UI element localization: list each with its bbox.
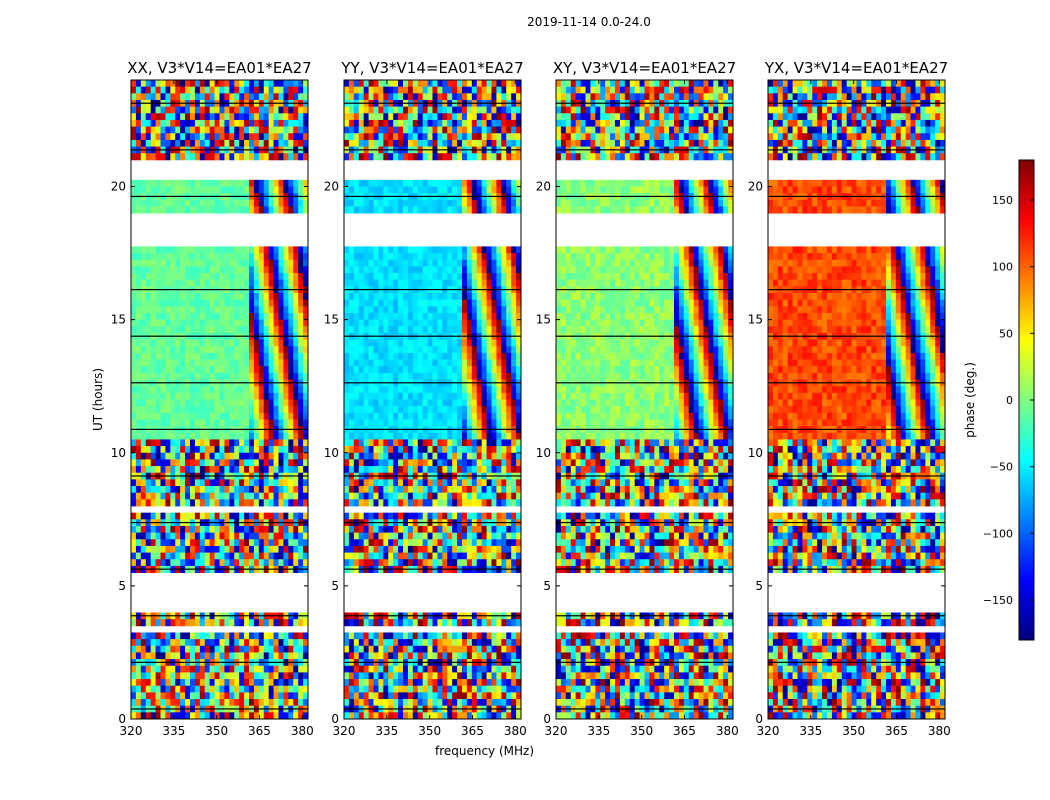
- x-tick-label: 320: [120, 724, 143, 738]
- x-tick-label: 335: [799, 724, 822, 738]
- y-tick-label: 0: [118, 712, 126, 726]
- x-tick-label: 320: [545, 724, 568, 738]
- x-tick-label: 350: [842, 724, 865, 738]
- y-tick-label: 20: [748, 180, 763, 194]
- colorbar-tick-label: 50: [999, 327, 1013, 340]
- x-tick-label: 335: [587, 724, 610, 738]
- y-tick-label: 10: [111, 446, 126, 460]
- panel-title: XY, V3*V14=EA01*EA27: [553, 59, 736, 77]
- x-tick-label: 365: [248, 724, 271, 738]
- heatmap-cells: [131, 80, 309, 720]
- x-tick-label: 350: [205, 724, 228, 738]
- colorbar-tick-label: −100: [983, 527, 1013, 540]
- x-tick-label: 380: [716, 724, 739, 738]
- y-tick-label: 5: [331, 579, 339, 593]
- x-tick-label: 380: [291, 724, 314, 738]
- y-axis-label: UT (hours): [91, 368, 105, 431]
- colorbar-tick-label: −50: [990, 461, 1013, 474]
- heatmap-cells: [768, 80, 946, 720]
- x-tick-label: 380: [504, 724, 527, 738]
- y-tick-label: 0: [543, 712, 551, 726]
- colorbar-tick-label: 0: [1006, 394, 1013, 407]
- colorbar-tick-label: 100: [992, 261, 1013, 274]
- y-tick-label: 20: [111, 180, 126, 194]
- panel-3: YX, V3*V14=EA01*EA27 320 335 350 365 380 0 5 10 1…: [748, 59, 951, 738]
- y-tick-label: 5: [118, 579, 126, 593]
- heatmap-cells: [344, 80, 522, 720]
- colorbar-label: phase (deg.): [963, 362, 977, 438]
- figure-title: 2019-11-14 0.0-24.0: [527, 15, 651, 29]
- x-tick-label: 365: [885, 724, 908, 738]
- y-tick-label: 10: [536, 446, 551, 460]
- panel-0: XX, V3*V14=EA01*EA27 320 335 350 365 380 0 5 10 1…: [91, 59, 314, 738]
- x-tick-label: 335: [375, 724, 398, 738]
- panel-title: XX, V3*V14=EA01*EA27: [127, 59, 311, 77]
- y-tick-label: 5: [755, 579, 763, 593]
- panel-2: XY, V3*V14=EA01*EA27 320 335 350 365 380 0 5 10 1…: [536, 59, 739, 738]
- y-tick-label: 15: [536, 313, 551, 327]
- colorbar: −150 −100 −50 0 50 100 150 phase (deg.): [963, 159, 1035, 641]
- plot-frame: [130, 79, 309, 720]
- y-tick-label: 20: [536, 180, 551, 194]
- x-axis-label: frequency (MHz): [435, 744, 534, 758]
- y-tick-label: 10: [324, 446, 339, 460]
- y-tick-label: 0: [331, 712, 339, 726]
- x-tick-label: 350: [630, 724, 653, 738]
- y-tick-label: 15: [324, 313, 339, 327]
- plot-frame: [343, 79, 522, 720]
- y-tick-label: 15: [111, 313, 126, 327]
- x-tick-label: 365: [461, 724, 484, 738]
- x-tick-label: 335: [162, 724, 185, 738]
- plot-frame: [555, 79, 734, 720]
- x-tick-label: 365: [673, 724, 696, 738]
- panels: XX, V3*V14=EA01*EA27 320 335 350 365 380 0 5 10 1…: [91, 59, 951, 758]
- plot-frame: [767, 79, 946, 720]
- y-tick-label: 15: [748, 313, 763, 327]
- y-tick-label: 5: [543, 579, 551, 593]
- panel-1: YY, V3*V14=EA01*EA27 320 335 350 365 380 0 5 10 1…: [324, 59, 534, 758]
- colorbar-tick-label: −150: [983, 594, 1013, 607]
- y-tick-label: 0: [755, 712, 763, 726]
- heatmap-cells: [556, 80, 734, 720]
- x-tick-label: 320: [757, 724, 780, 738]
- x-tick-label: 350: [418, 724, 441, 738]
- y-tick-label: 10: [748, 446, 763, 460]
- panel-title: YY, V3*V14=EA01*EA27: [340, 59, 523, 77]
- panel-title: YX, V3*V14=EA01*EA27: [764, 59, 948, 77]
- colorbar-tick-label: 150: [992, 194, 1013, 207]
- x-tick-label: 320: [333, 724, 356, 738]
- x-tick-label: 380: [928, 724, 951, 738]
- y-tick-label: 20: [324, 180, 339, 194]
